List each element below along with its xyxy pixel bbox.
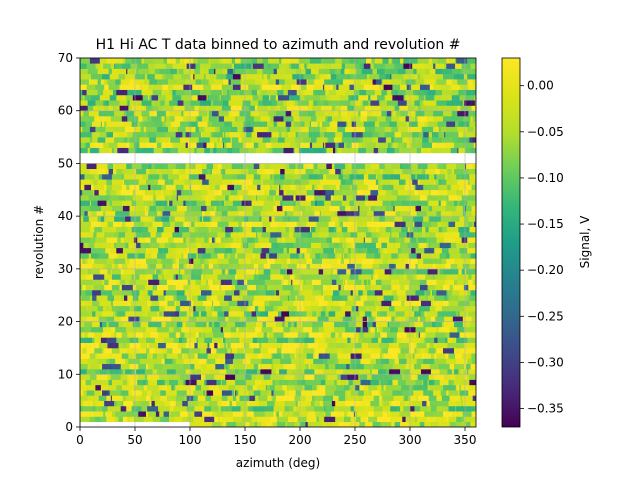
chart-title: H1 Hi AC T data binned to azimuth and re… <box>96 37 461 53</box>
heatmap-cells <box>80 58 476 427</box>
